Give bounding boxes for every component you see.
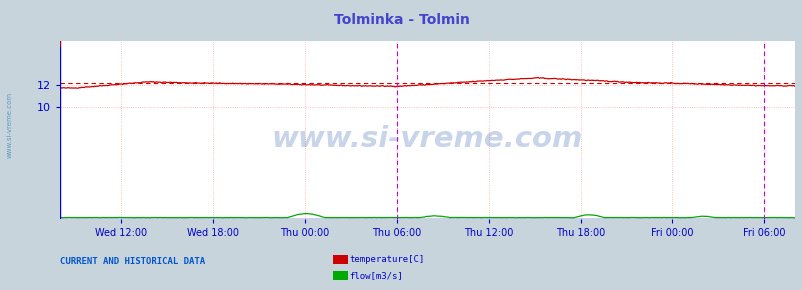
Text: www.si-vreme.com: www.si-vreme.com — [6, 92, 13, 158]
Text: Tolminka - Tolmin: Tolminka - Tolmin — [333, 13, 469, 27]
Text: www.si-vreme.com: www.si-vreme.com — [272, 125, 582, 153]
Text: CURRENT AND HISTORICAL DATA: CURRENT AND HISTORICAL DATA — [60, 257, 205, 266]
Text: flow[m3/s]: flow[m3/s] — [349, 271, 403, 280]
Text: temperature[C]: temperature[C] — [349, 255, 424, 264]
